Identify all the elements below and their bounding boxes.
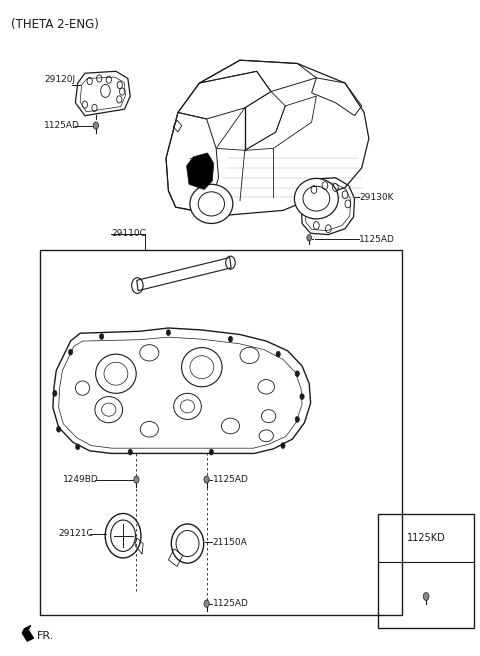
Text: 1125AD: 1125AD — [213, 475, 249, 484]
Circle shape — [166, 329, 170, 335]
Circle shape — [228, 336, 233, 342]
Circle shape — [99, 333, 104, 339]
Circle shape — [75, 444, 80, 450]
Circle shape — [93, 122, 98, 129]
Circle shape — [295, 371, 300, 377]
Circle shape — [53, 390, 57, 396]
Circle shape — [423, 592, 429, 600]
Ellipse shape — [190, 184, 233, 224]
Text: 29120J: 29120J — [44, 75, 75, 84]
Bar — [378, 514, 474, 628]
Text: 1125AD: 1125AD — [213, 599, 249, 608]
Bar — [39, 250, 402, 615]
Circle shape — [69, 349, 73, 355]
Ellipse shape — [294, 178, 338, 219]
Text: 29130K: 29130K — [360, 193, 394, 202]
Polygon shape — [22, 625, 34, 642]
Text: 1125AD: 1125AD — [360, 235, 395, 243]
Polygon shape — [187, 153, 214, 190]
Circle shape — [307, 235, 312, 241]
Circle shape — [128, 449, 132, 455]
Text: 1125KD: 1125KD — [407, 533, 445, 543]
Circle shape — [134, 476, 139, 483]
Circle shape — [204, 476, 209, 483]
Text: 1125AD: 1125AD — [44, 121, 80, 130]
Circle shape — [295, 417, 300, 422]
Circle shape — [204, 600, 209, 607]
Text: 29110C: 29110C — [111, 230, 146, 238]
Text: 21150A: 21150A — [213, 538, 248, 546]
Text: (THETA 2-ENG): (THETA 2-ENG) — [11, 18, 99, 31]
Circle shape — [57, 426, 61, 432]
Circle shape — [276, 351, 280, 357]
Circle shape — [300, 394, 304, 400]
Text: 29121C: 29121C — [59, 529, 94, 539]
Text: 1249BD: 1249BD — [63, 475, 99, 484]
Text: FR.: FR. — [37, 631, 55, 642]
Circle shape — [209, 449, 214, 455]
Circle shape — [281, 443, 285, 449]
